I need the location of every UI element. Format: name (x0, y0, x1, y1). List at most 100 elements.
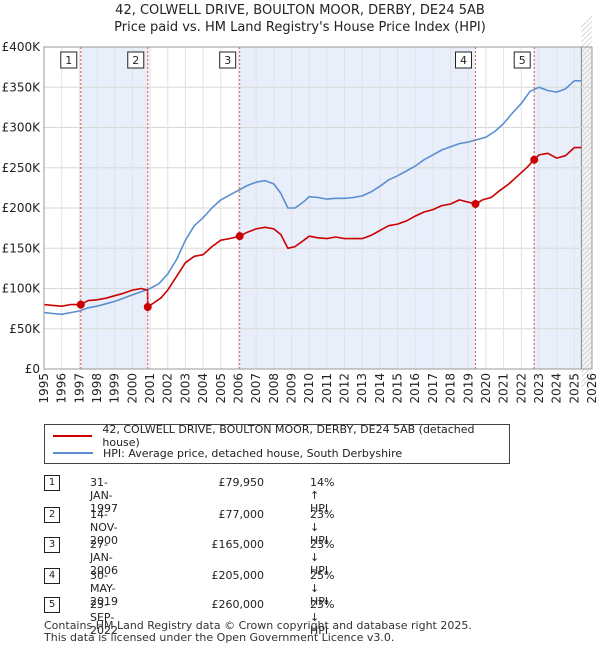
transaction-label-text: 2 (132, 54, 139, 67)
hatch-line (581, 301, 593, 313)
x-tick-label: 2002 (161, 373, 175, 404)
y-tick-label: £400K (2, 40, 42, 54)
transaction-label-box (127, 51, 145, 69)
transaction-price: £77,000 (218, 508, 265, 521)
hatch-line (581, 371, 593, 383)
transaction-date: 23-SEP-2022 (90, 598, 118, 637)
x-tick-label: 2016 (408, 373, 422, 404)
transaction-price: £260,000 (211, 598, 265, 611)
x-axis: 1995 1996 1997 1998 1999 2000 2001 2002 2003 2004… (37, 46, 599, 404)
x-tick-label: 2005 (214, 373, 228, 404)
hatch-line (581, 311, 593, 323)
transaction-label-box (513, 51, 531, 69)
hatch-line (581, 76, 593, 88)
hatch-line (581, 236, 593, 248)
legend-label-property: 42, COLWELL DRIVE, BOULTON MOOR, DERBY, … (102, 423, 475, 449)
hatch-line (581, 346, 593, 358)
hatch-line (581, 86, 593, 98)
transaction-point (471, 199, 480, 208)
hatch-line (581, 231, 593, 243)
transaction-number: 3 (44, 537, 60, 553)
x-tick-label: 2008 (267, 373, 281, 404)
hatch-line (581, 101, 593, 113)
hatch-line (581, 361, 593, 373)
transaction-number: 4 (44, 568, 60, 584)
hatch-line (581, 161, 593, 173)
x-tick-label: 2004 (196, 373, 210, 404)
footer: Contains HM Land Registry data © Crown c… (44, 620, 472, 644)
y-tick-label: £100K (2, 282, 42, 296)
hatch-line (581, 211, 593, 223)
legend-item-property: 42, COLWELL DRIVE, BOULTON MOOR, DERBY, … (53, 423, 509, 449)
price-chart: 42, COLWELL DRIVE, BOULTON MOOR, DERBY, … (2, 3, 599, 404)
hatch-line (581, 126, 593, 138)
x-tick-label: 2010 (302, 373, 316, 404)
hatch-line (581, 271, 593, 283)
hatch-line (581, 106, 593, 118)
transaction-date: 30-MAY-2019 (90, 569, 118, 608)
series-line (43, 80, 582, 316)
legend: 42, COLWELL DRIVE, BOULTON MOOR, DERBY, … (44, 423, 510, 464)
transaction-point (235, 232, 244, 241)
y-axis: £0 £50K £100K £150K £200K £250K £300K £350K £400… (2, 40, 42, 376)
hatch-line (581, 171, 593, 183)
x-tick-label: 2025 (567, 373, 581, 404)
future-region (580, 16, 593, 388)
x-tick-label: 2015 (391, 373, 405, 404)
hatch-line (581, 156, 593, 168)
hatch-line (581, 356, 593, 368)
hatch-line (581, 181, 593, 193)
hatch-line (581, 316, 593, 328)
hatch-line (581, 196, 593, 208)
hatch-line (581, 36, 593, 48)
hatch-line (581, 71, 593, 83)
y-tick-label: £0 (25, 362, 40, 376)
y-tick-label: £50K (9, 322, 41, 336)
x-tick-label: 2014 (373, 373, 387, 404)
transaction-date: 31-JAN-1997 (90, 476, 118, 515)
hatch-line (581, 221, 593, 233)
x-tick-label: 1999 (108, 373, 122, 404)
x-tick-label: 2009 (284, 373, 298, 404)
hatch-line (581, 121, 593, 133)
x-tick-label: 2020 (479, 373, 493, 404)
x-tick-label: 2019 (461, 373, 475, 404)
transaction-label-text: 3 (224, 54, 231, 67)
hatch-line (581, 111, 593, 123)
hatch-line (581, 351, 593, 363)
hatch-line (581, 26, 593, 38)
hatch-line (581, 131, 593, 143)
legend-swatch-property (53, 435, 93, 437)
series-group (43, 80, 582, 316)
y-tick-label: £250K (2, 161, 42, 175)
x-tick-label: 2013 (355, 373, 369, 404)
x-tick-label: 1998 (90, 373, 104, 404)
hatch-line (581, 51, 593, 63)
x-tick-label: 2024 (550, 373, 564, 404)
transaction-label-box (219, 51, 237, 69)
hatch-line (581, 176, 593, 188)
footer-licence: This data is licensed under the Open Gov… (44, 631, 395, 644)
hatch-line (581, 251, 593, 263)
x-tick-label: 2021 (497, 373, 511, 404)
hatch-line (581, 16, 593, 28)
series-line (43, 146, 582, 308)
hatch-line (581, 366, 593, 378)
legend-label-hpi: HPI: Average price, detached house, Sout… (103, 446, 403, 460)
x-tick-label: 1997 (72, 373, 86, 404)
transaction-label-box (455, 51, 473, 69)
hatch-line (581, 96, 593, 108)
x-tick-label: 2022 (514, 373, 528, 404)
x-tick-label: 2023 (532, 373, 546, 404)
hatch-line (581, 256, 593, 268)
transaction-point (530, 155, 539, 164)
transaction-point (143, 303, 152, 312)
plot-area (44, 16, 593, 388)
hatch-line (581, 191, 593, 203)
y-tick-label: £150K (2, 241, 42, 255)
transaction-markers: 1 2 3 4 5 (60, 47, 539, 369)
hatch-line (581, 306, 593, 318)
hatch-line (581, 281, 593, 293)
x-tick-label: 2018 (444, 373, 458, 404)
hatch-line (581, 31, 593, 43)
